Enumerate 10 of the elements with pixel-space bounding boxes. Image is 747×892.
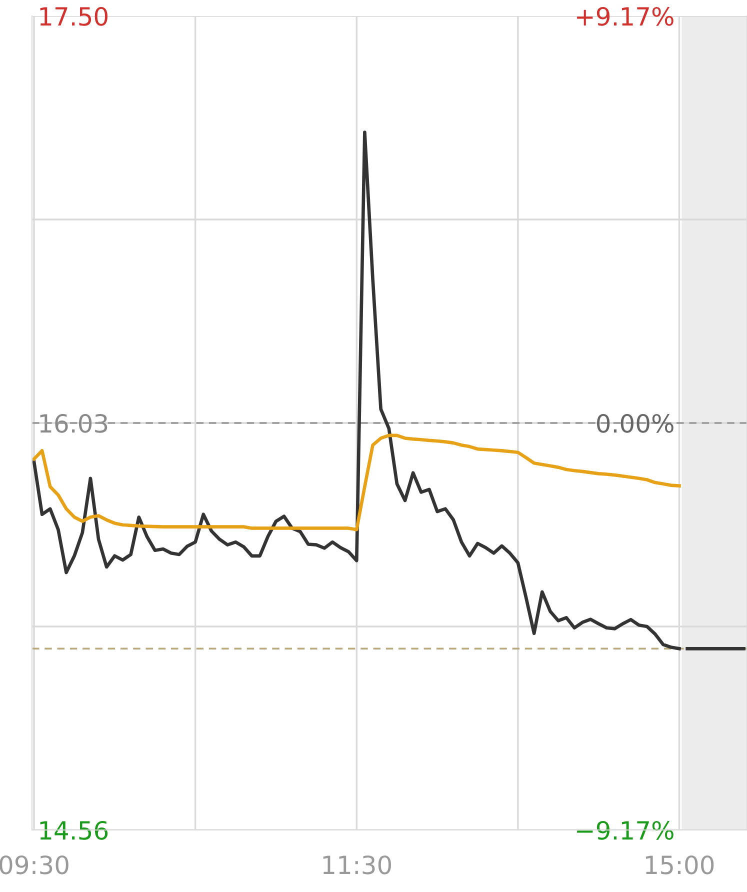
y-tick-label: 17.50 bbox=[40, 6, 108, 26]
x-tick-label: 15:00 bbox=[646, 855, 714, 874]
line-series bbox=[32, 434, 681, 532]
x-tick-label: 09:30 bbox=[0, 855, 68, 874]
y2-tick-label: +9.17% bbox=[577, 6, 674, 26]
x-tick-label: 11:30 bbox=[323, 855, 391, 874]
y2-tick-label: 0.00% bbox=[597, 414, 674, 433]
line-series bbox=[32, 130, 681, 650]
y-tick-label: 16.03 bbox=[40, 414, 108, 433]
y2-tick-label: −9.17% bbox=[577, 820, 674, 840]
